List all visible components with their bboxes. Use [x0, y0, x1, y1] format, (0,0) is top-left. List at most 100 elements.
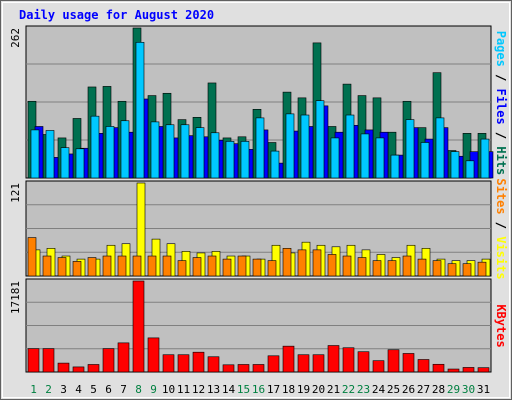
bar-kbytes-day-30: [462, 367, 475, 373]
bar-kbytes-day-28: [432, 363, 445, 373]
bar-sites-day-28: [432, 260, 442, 277]
bar-pages-day-4: [75, 148, 85, 179]
bar-kbytes-day-11: [177, 354, 190, 373]
bar-sites-day-20: [312, 249, 322, 277]
panel-legend-label: KBytes: [494, 304, 508, 347]
chart-panel-3: 17181 KBytes: [9, 278, 508, 373]
x-tick-label-27: 27: [417, 383, 430, 396]
x-tick-label-10: 10: [162, 383, 175, 396]
bar-sites-day-21: [327, 254, 337, 277]
bar-kbytes-day-24: [372, 360, 385, 373]
bar-kbytes-day-5: [87, 364, 100, 373]
bar-pages-day-21: [330, 137, 340, 179]
bar-sites-day-6: [102, 255, 112, 277]
bar-pages-day-31: [480, 138, 490, 179]
bar-sites-day-25: [387, 260, 397, 277]
bar-kbytes-day-29: [447, 368, 460, 373]
chart-panels: 262 Pages / Files / Hits 121 Sites / Visits…: [9, 25, 508, 373]
bar-kbytes-day-4: [72, 366, 85, 373]
x-tick-label-11: 11: [177, 383, 190, 396]
bar-pages-day-20: [315, 100, 325, 179]
bar-pages-day-14: [225, 141, 235, 179]
x-tick-label-21: 21: [327, 383, 340, 396]
bar-kbytes-day-10: [162, 354, 175, 373]
panel-max-label: 121: [9, 183, 22, 203]
bar-pages-day-1: [30, 129, 40, 179]
x-tick-label-12: 12: [192, 383, 205, 396]
bar-sites-day-9: [147, 255, 157, 277]
x-tick-label-25: 25: [387, 383, 400, 396]
bar-kbytes-day-21: [327, 345, 340, 373]
x-tick-label-23: 23: [357, 383, 370, 396]
x-tick-label-24: 24: [372, 383, 386, 396]
bar-pages-day-13: [210, 132, 220, 179]
bar-pages-day-16: [255, 117, 265, 179]
bar-kbytes-day-1: [27, 348, 40, 373]
bar-pages-day-24: [375, 137, 385, 179]
bar-kbytes-day-26: [402, 353, 415, 373]
bar-sites-day-3: [57, 257, 67, 277]
x-tick-label-6: 6: [105, 383, 112, 396]
bar-sites-day-18: [282, 248, 292, 277]
panel-max-label: 17181: [9, 281, 22, 314]
bar-sites-day-31: [477, 261, 487, 277]
bar-pages-day-9: [150, 121, 160, 179]
bar-sites-day-26: [402, 255, 412, 277]
bar-kbytes-day-9: [147, 337, 160, 373]
bar-kbytes-day-31: [477, 367, 490, 373]
bar-sites-day-15: [237, 255, 247, 277]
x-tick-label-22: 22: [342, 383, 355, 396]
series-kbytes: [27, 280, 490, 373]
chart-panel-2: 121 Sites / Visits: [9, 178, 508, 279]
bar-kbytes-day-22: [342, 347, 355, 373]
bar-pages-day-3: [60, 147, 70, 179]
bar-sites-day-4: [72, 261, 82, 277]
legend-part-visits: Visits: [494, 236, 508, 279]
x-tick-label-30: 30: [462, 383, 475, 396]
bar-pages-day-19: [300, 114, 310, 179]
bar-kbytes-day-7: [117, 342, 130, 373]
chart-panel-1: 262 Pages / Files / Hits: [9, 25, 508, 179]
bar-pages-day-18: [285, 113, 295, 179]
x-tick-label-4: 4: [75, 383, 82, 396]
x-tick-label-29: 29: [447, 383, 460, 396]
x-tick-label-2: 2: [45, 383, 52, 396]
x-tick-label-5: 5: [90, 383, 97, 396]
bar-kbytes-day-18: [282, 345, 295, 373]
bar-pages-day-8: [135, 42, 145, 179]
x-tick-label-1: 1: [30, 383, 37, 396]
bar-pages-day-10: [165, 124, 175, 179]
x-axis-tick-labels: 1 2 3 4 5 6 7 8 9 10 11 12 13 14 15 16 17 18 19 20 21 22 23 24 2…: [30, 383, 490, 396]
bar-kbytes-day-25: [387, 349, 400, 373]
bar-sites-day-1: [27, 237, 37, 277]
bar-kbytes-day-8: [132, 280, 145, 373]
bar-sites-day-16: [252, 258, 262, 277]
bar-pages-day-15: [240, 141, 250, 179]
x-tick-label-14: 14: [222, 383, 236, 396]
bar-pages-day-7: [120, 120, 130, 179]
bar-pages-day-25: [390, 154, 400, 179]
bar-sites-day-19: [297, 249, 307, 277]
x-tick-label-15: 15: [237, 383, 250, 396]
bar-sites-day-17: [267, 260, 277, 277]
bar-sites-day-2: [42, 255, 52, 277]
bar-pages-day-28: [435, 117, 445, 179]
bar-sites-day-10: [162, 255, 172, 277]
bar-sites-day-27: [417, 258, 427, 277]
x-tick-label-16: 16: [252, 383, 265, 396]
x-tick-label-26: 26: [402, 383, 415, 396]
series-pages: [30, 42, 490, 179]
legend-part-sites: Sites: [494, 178, 508, 214]
bar-sites-day-8: [132, 255, 142, 277]
panel-max-label: 262: [9, 28, 22, 48]
bar-pages-day-22: [345, 114, 355, 179]
chart-frame-inner-edge: [2, 2, 510, 398]
x-tick-label-7: 7: [120, 383, 127, 396]
bar-pages-day-23: [360, 133, 370, 179]
bar-pages-day-30: [465, 160, 475, 179]
bar-kbytes-day-23: [357, 351, 370, 373]
series-sites: [27, 237, 487, 277]
bar-kbytes-day-20: [312, 354, 325, 373]
